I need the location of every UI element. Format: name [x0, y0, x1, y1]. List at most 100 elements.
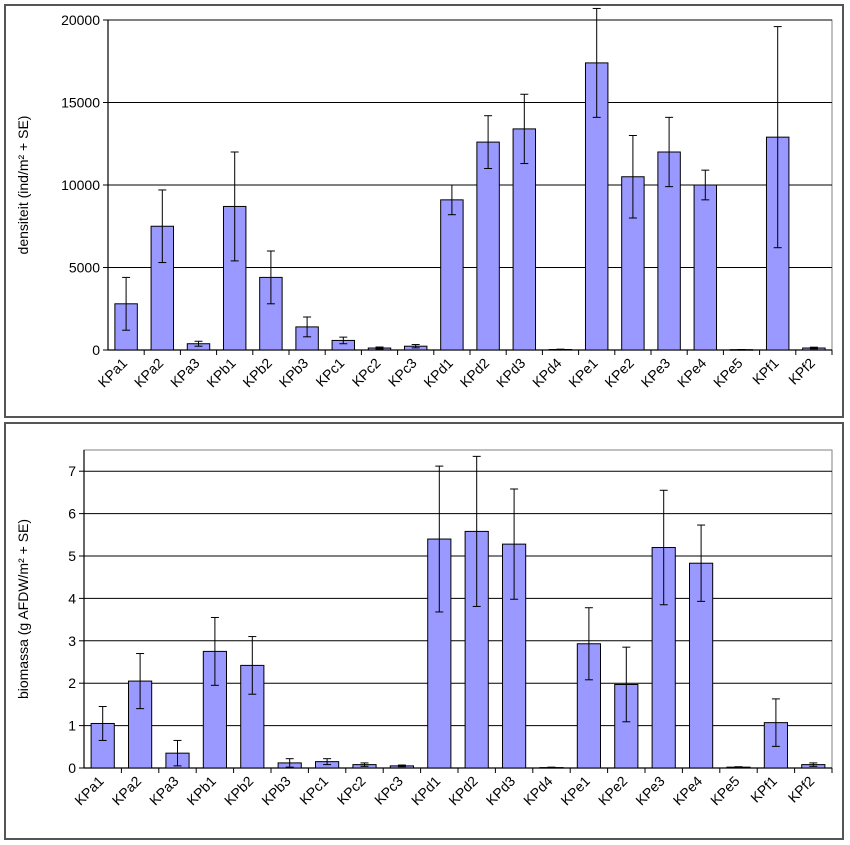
error-bar-kpd4: [547, 766, 556, 769]
biomass-chart-panel: 0 1 2 3 4 5 6 7 KPa1 KPa2 KPa3 KPb1 KPb2 KPb3 KPc1 KPc2…: [4, 422, 844, 840]
x-tick-label: KPb3: [276, 355, 312, 391]
plot-area: [83, 449, 833, 769]
x-tick-label: KPd2: [457, 355, 493, 391]
x-tick-label: KPb2: [221, 773, 257, 809]
error-bar-kpd2: [484, 115, 493, 169]
x-tick-label: KPc3: [385, 355, 420, 390]
y-tick-label: 1: [68, 718, 76, 734]
x-tick-label: KPa1: [71, 773, 107, 809]
x-tick-label: KPa2: [109, 773, 145, 809]
error-bar-kpa1: [122, 276, 131, 331]
error-bar-kpe4: [701, 169, 710, 201]
x-tick-label: KPf2: [785, 773, 818, 806]
x-tick-label: KPd1: [408, 773, 444, 809]
y-tick-label: 2: [68, 675, 76, 691]
error-bar-kpe2: [622, 646, 631, 723]
x-tick-label: KPc3: [371, 773, 406, 808]
bar-kpd1: [440, 199, 464, 351]
x-tick-label: KPe4: [674, 355, 710, 391]
x-tick-label: KPd1: [420, 355, 456, 391]
x-tick-label: KPe5: [710, 355, 746, 391]
x-tick-label: KPe3: [638, 355, 674, 391]
y-tick-label: 6: [68, 506, 76, 522]
x-tick-label: KPd3: [483, 773, 519, 809]
error-bar-kpf1: [773, 26, 782, 249]
error-bar-kpc3: [411, 344, 420, 349]
bar-kpe4: [693, 184, 718, 351]
error-bar-kpc1: [339, 336, 348, 345]
error-bar-kpe3: [659, 489, 668, 606]
y-tick-label: 20000: [61, 12, 100, 28]
error-bar-kpf2: [809, 762, 818, 767]
density-chart: 0 5000 10000 15000 20000 KPa1 KPa2 KPa3 KPb1 KPb2…: [15, 7, 833, 391]
x-tick-label: KPe2: [595, 773, 631, 809]
error-bar-kpc2: [375, 346, 384, 350]
error-bar-kpc1: [323, 758, 332, 766]
x-tick-label: KPf2: [785, 355, 818, 388]
error-bar-kpe2: [628, 135, 637, 219]
error-bar-kpb3: [303, 316, 312, 338]
x-tick-label: KPd3: [493, 355, 529, 391]
x-tick-label: KPd4: [520, 773, 556, 809]
error-bar-kpa2: [136, 653, 145, 710]
x-tick-label: KPe4: [670, 773, 706, 809]
error-bar-kpe1: [592, 7, 601, 118]
x-tick-label: KPd4: [529, 355, 565, 391]
y-tick-label: 5000: [69, 260, 100, 276]
error-bar-kpd1: [435, 465, 444, 613]
x-tick-label: KPc1: [296, 773, 331, 808]
error-bar-kpc2: [360, 762, 369, 767]
x-tick-label: KPb1: [183, 773, 219, 809]
y-tick-label: 15000: [61, 95, 100, 111]
x-tick-label: KPa3: [146, 773, 182, 809]
x-tick-label: KPc2: [334, 773, 369, 808]
y-tick-label: 7: [68, 463, 76, 479]
y-tick-label: 3: [68, 633, 76, 649]
error-bar-kpc3: [397, 764, 406, 768]
error-bar-kpe1: [584, 607, 593, 681]
error-bar-kpa3: [194, 340, 203, 347]
x-tick-label: KPc2: [349, 355, 384, 390]
error-bar-kpb1: [230, 151, 239, 262]
biomass-chart: 0 1 2 3 4 5 6 7 KPa1 KPa2 KPa3 KPb1 KPb2 KPb3 KPc1 KPc2…: [15, 449, 833, 809]
y-tick-label: 10000: [61, 177, 100, 193]
error-bar-kpa2: [158, 189, 167, 264]
x-tick-label: KPe1: [565, 355, 601, 391]
error-bar-kpd2: [472, 455, 481, 607]
x-tick-label: KPa1: [95, 355, 131, 391]
x-tick-label: KPc1: [312, 355, 347, 390]
x-tick-label: KPa3: [167, 355, 203, 391]
x-tick-label: KPe1: [557, 773, 593, 809]
bar-kpd2: [476, 141, 500, 351]
error-bar-kpf1: [771, 698, 780, 747]
y-axis-title: densiteit (ind/m² + SE): [15, 116, 31, 255]
x-tick-label: KPf1: [747, 773, 780, 806]
error-bar-kpb3: [285, 758, 294, 768]
y-tick-label: 4: [68, 590, 76, 606]
error-bar-kpa3: [173, 739, 182, 767]
x-tick-label: KPf1: [749, 355, 782, 388]
error-bar-kpd1: [447, 184, 456, 216]
y-tick-label: 5: [68, 548, 76, 564]
error-bar-kpa1: [98, 706, 107, 741]
x-tick-label: KPb1: [203, 355, 239, 391]
x-tick-label: KPe5: [707, 773, 743, 809]
error-bar-kpb1: [210, 616, 219, 686]
error-bar-kpe4: [697, 524, 706, 602]
error-bar-kpb2: [266, 250, 275, 305]
error-bar-kpe5: [734, 766, 743, 769]
x-tick-label: KPe2: [601, 355, 637, 391]
x-tick-label: KPb2: [239, 355, 275, 391]
error-bar-kpd4: [556, 348, 565, 351]
density-chart-panel: 0 5000 10000 15000 20000 KPa1 KPa2 KPa3 KPb1 KPb2…: [4, 4, 844, 418]
y-tick-label: 0: [92, 342, 100, 358]
x-tick-label: KPd2: [445, 773, 481, 809]
x-tick-label: KPa2: [131, 355, 167, 391]
error-bar-kpe3: [665, 116, 674, 188]
error-bar-kpd3: [520, 93, 529, 165]
error-bar-kpf2: [809, 346, 818, 350]
x-tick-label: KPb3: [258, 773, 294, 809]
y-axis-title: biomassa (g AFDW/m² + SE): [15, 519, 31, 699]
error-bar-kpd3: [510, 488, 519, 600]
y-tick-label: 0: [68, 760, 76, 776]
